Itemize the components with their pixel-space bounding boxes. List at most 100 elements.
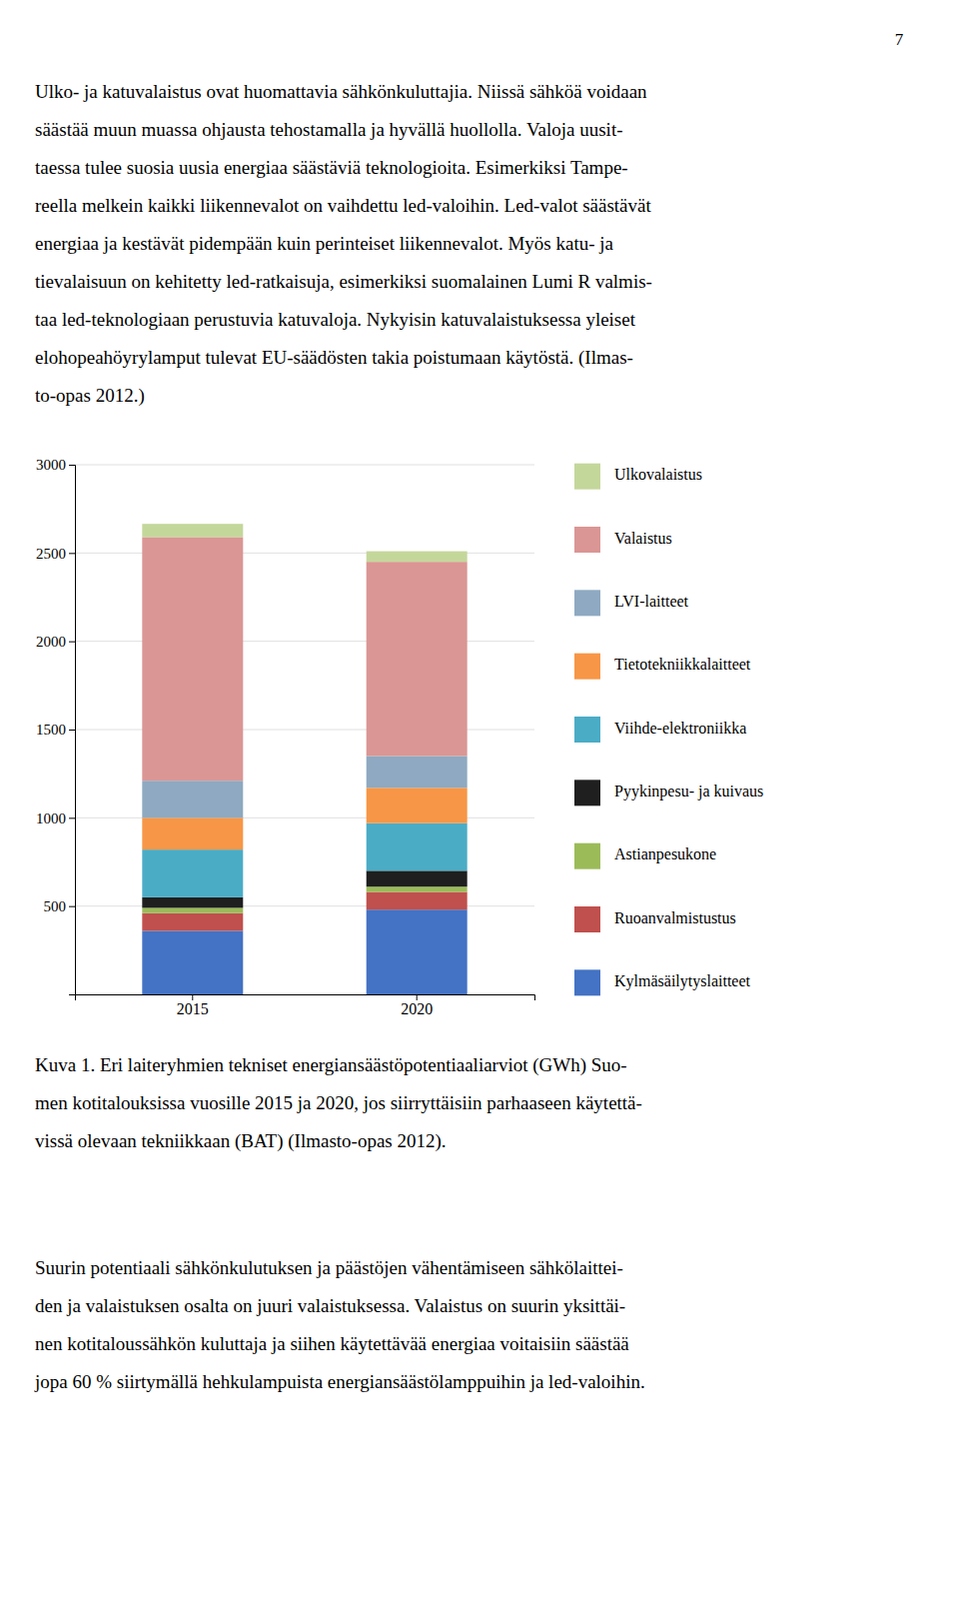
y-tick-label: 1500 (35, 721, 66, 738)
bar (141, 907, 243, 913)
legend-label: Viihde-elektroniikka (614, 719, 747, 737)
legend-swatch (574, 779, 601, 806)
y-tick: 1000 (35, 810, 75, 827)
grid (74, 464, 535, 907)
x-tick: 2015 (176, 993, 209, 1017)
bar (141, 536, 243, 781)
grid-line (74, 464, 535, 466)
bar (141, 817, 243, 850)
legend-swatch (574, 906, 601, 933)
y-tick-label: 500 (43, 898, 67, 915)
page-number: 7 (895, 29, 905, 49)
bottom-text: Suurin potentiaali sähkönkulutuksen ja p… (33, 1256, 646, 1392)
bar (141, 849, 243, 898)
legend-label: Astianpesukone (614, 845, 717, 864)
y-tick-mark (68, 464, 75, 466)
text-line: säästää muun muassa ohjausta tehostamall… (34, 118, 624, 140)
legend-item: Tietotekniikkalaitteet (574, 653, 752, 680)
legend-swatch (574, 968, 601, 995)
legend-label: LVI-laitteet (614, 592, 690, 610)
legend-swatch (574, 463, 601, 490)
bar (366, 756, 468, 789)
text-line: jopa 60 % siirtymällä hehkulampuista ene… (33, 1370, 646, 1392)
legend-swatch (574, 843, 601, 870)
x-axis: 2015 2020 (75, 993, 536, 1017)
series (141, 523, 467, 562)
legend-item: Ruoanvalmistustus (574, 906, 737, 933)
text-line: to-opas 2012.) (34, 384, 145, 407)
y-tick: 2000 (35, 633, 75, 650)
y-tick-label: 2000 (35, 633, 66, 650)
bar (366, 561, 468, 756)
text-line: Ulko- ja katuvalaistus ovat huomattavia … (34, 80, 648, 102)
legend-label: Tietotekniikkalaitteet (614, 655, 752, 673)
y-tick-mark (68, 729, 75, 731)
text-line: men kotitalouksissa vuosille 2015 ja 202… (34, 1091, 643, 1113)
text-line: taa led-teknologiaan perustuvia katuvalo… (34, 308, 637, 330)
legend-label: Kylmäsäilytyslaitteet (614, 971, 752, 990)
legend-label: Ruoanvalmistustus (614, 909, 737, 927)
legend-item: LVI-laitteet (574, 589, 690, 616)
x-axis-line (75, 994, 536, 1001)
text-line: elohopeahöyrylamput tulevat EU-säädösten… (34, 346, 634, 369)
y-tick-label: 1000 (35, 810, 66, 827)
text-line: den ja valaistuksen osalta on juuri vala… (34, 1294, 626, 1316)
bar (366, 909, 468, 994)
x-tick-label: 2020 (400, 999, 433, 1017)
y-tick-mark (68, 641, 75, 643)
y-tick: 1500 (35, 721, 75, 738)
series (141, 909, 467, 994)
bar (366, 892, 468, 911)
bar (366, 787, 468, 823)
bar (141, 780, 243, 818)
legend-item: Kylmäsäilytyslaitteet (574, 968, 752, 995)
text-line: reella melkein kaikki liikennevalot on v… (34, 194, 652, 216)
bar (366, 870, 468, 887)
text-line: nen kotitaloussähkön kuluttaja ja siihen… (34, 1332, 630, 1354)
series (141, 536, 467, 781)
x-tick-label: 2015 (176, 999, 209, 1017)
legend-swatch (574, 526, 601, 553)
y-axis: 500 1000 1500 2000 2500 3000 (35, 456, 76, 994)
y-tick-label: 3000 (35, 456, 66, 473)
chart: 500 1000 1500 2000 2500 3000 2015 2020 (35, 456, 536, 1017)
legend-item: Valaistus (574, 526, 673, 553)
y-tick: 2500 (35, 545, 75, 562)
page: 7 Ulko- ja katuvalaistus ovat huomattavia… (0, 0, 959, 1600)
y-tick-mark (68, 906, 75, 908)
bar (366, 551, 468, 563)
y-tick: 3000 (35, 456, 75, 473)
bar (141, 897, 243, 909)
legend-swatch (574, 589, 601, 616)
bar (366, 886, 468, 892)
legend-label: Ulkovalaistus (614, 465, 703, 483)
text-line: vissä olevaan tekniikkaan (BAT) (Ilmasto… (34, 1129, 447, 1152)
text-line: taessa tulee suosia uusia energiaa sääst… (34, 156, 629, 178)
legend-item: Astianpesukone (574, 843, 717, 870)
legend-item: Pyykinpesu- ja kuivaus (574, 779, 764, 806)
text-line: energiaa ja kestävät pidempään kuin peri… (34, 232, 615, 254)
bar (141, 930, 243, 994)
text-line: Suurin potentiaali sähkönkulutuksen ja p… (34, 1256, 624, 1278)
y-tick-label: 2500 (35, 545, 66, 562)
y-tick-mark (68, 552, 75, 554)
bars (141, 523, 467, 994)
bar (141, 913, 243, 932)
x-tick: 2020 (400, 993, 433, 1017)
legend-item: Ulkovalaistus (574, 463, 703, 490)
legend-label: Pyykinpesu- ja kuivaus (614, 782, 764, 801)
legend-swatch (574, 653, 601, 680)
x-tick-mark (191, 993, 193, 1000)
y-axis-line (68, 465, 76, 995)
legend: Ulkovalaistus Valaistus LVI-laitteet Tietot… (574, 463, 764, 996)
x-tick-mark (416, 993, 418, 1000)
legend-swatch (574, 716, 601, 743)
legend-label: Valaistus (614, 529, 673, 547)
y-tick-mark (68, 817, 75, 819)
text-line: tievalaisuun on kehitetty led-ratkaisuja… (34, 270, 653, 292)
series (141, 892, 467, 932)
y-tick: 500 (43, 898, 76, 915)
text-line: Kuva 1. Eri laiteryhmien tekniset energi… (34, 1053, 628, 1076)
top-text: Ulko- ja katuvalaistus ovat huomattavia … (34, 80, 653, 407)
bar (141, 523, 243, 537)
